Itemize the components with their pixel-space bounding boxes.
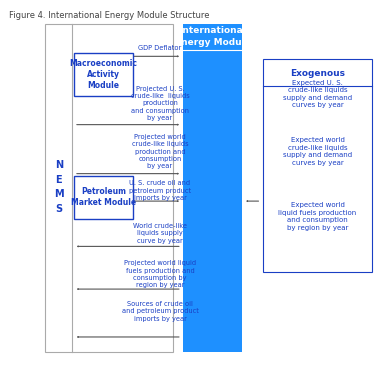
Text: GDP Deflator: GDP Deflator bbox=[138, 45, 182, 51]
Text: International
Energy Module: International Energy Module bbox=[175, 26, 251, 47]
Text: Macroeconomic
Activity
Module: Macroeconomic Activity Module bbox=[70, 59, 137, 90]
Bar bbox=[183, 24, 242, 352]
Text: Projected world
crude-like liquids
production and
consumption
by year: Projected world crude-like liquids produ… bbox=[132, 134, 188, 169]
Bar bbox=[74, 53, 133, 96]
Text: Expected world
liquid fuels production
and consumption
by region by year: Expected world liquid fuels production a… bbox=[278, 202, 357, 231]
Text: N
E
M
S: N E M S bbox=[54, 160, 64, 214]
Text: U. S. crude oil and
petroleum product
imports by year: U. S. crude oil and petroleum product im… bbox=[129, 181, 191, 201]
Text: Projected world liquid
fuels production and
consumption by
region by year: Projected world liquid fuels production … bbox=[124, 260, 196, 288]
Text: Expected U. S.
crude-like liquids
supply and demand
curves by year: Expected U. S. crude-like liquids supply… bbox=[283, 80, 352, 108]
Text: Exogenous: Exogenous bbox=[290, 68, 345, 77]
Text: Figure 4. International Energy Module Structure: Figure 4. International Energy Module St… bbox=[9, 11, 209, 20]
Text: Petroleum
Market Module: Petroleum Market Module bbox=[71, 187, 136, 207]
Bar bbox=[263, 59, 372, 272]
Bar bbox=[74, 176, 133, 218]
Text: World crude-like
liquids supply
curve by year: World crude-like liquids supply curve by… bbox=[133, 223, 187, 243]
Text: Sources of crude oil
and petroleum product
imports by year: Sources of crude oil and petroleum produ… bbox=[122, 301, 198, 322]
Bar bbox=[45, 24, 173, 352]
Text: Expected world
crude-like liquids
supply and demand
curves by year: Expected world crude-like liquids supply… bbox=[283, 138, 352, 166]
Text: Projected U. S.
crude-like  liquids
production
and consumption
by year: Projected U. S. crude-like liquids produ… bbox=[131, 86, 189, 121]
